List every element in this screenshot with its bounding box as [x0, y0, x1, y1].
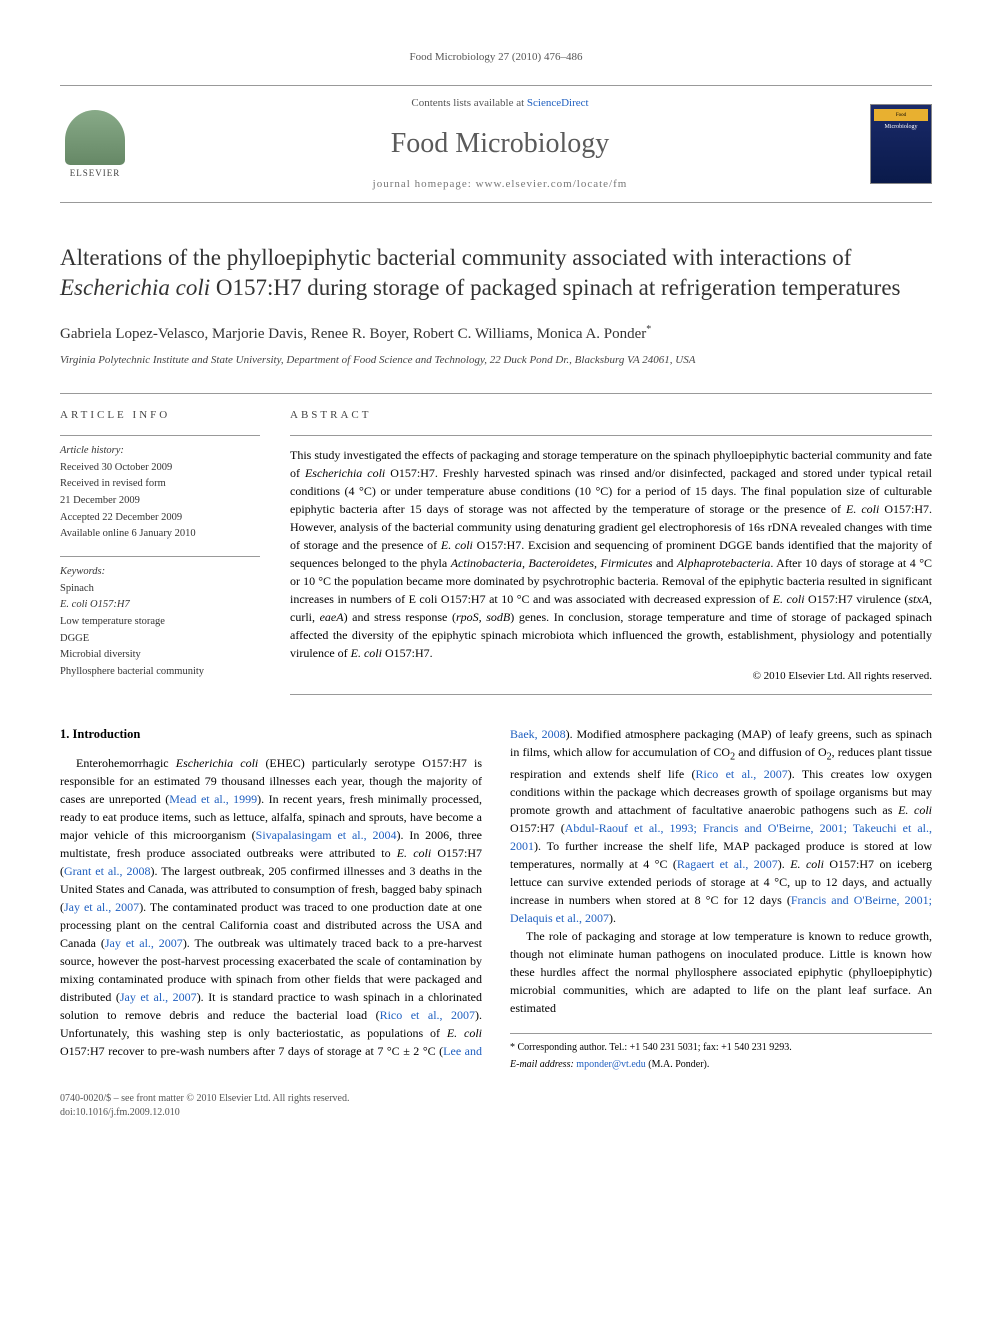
affiliation: Virginia Polytechnic Institute and State… [60, 353, 932, 368]
footnote-email-label: E-mail address: [510, 1059, 576, 1070]
p-seg: Enterohemorrhagic [76, 756, 176, 770]
p-seg: O157:H7 ( [510, 821, 565, 835]
p-italic: E. coli [447, 1026, 482, 1040]
intro-heading: 1. Introduction [60, 725, 482, 744]
running-head: Food Microbiology 27 (2010) 476–486 [60, 50, 932, 65]
citation-link[interactable]: Ragaert et al., 2007 [677, 857, 778, 871]
page-footer: 0740-0020/$ – see front matter © 2010 El… [60, 1092, 932, 1120]
abs-seg: O157:H7. [382, 646, 433, 660]
publisher-logo: ELSEVIER [60, 104, 130, 184]
author-list: Gabriela Lopez-Velasco, Marjorie Davis, … [60, 323, 932, 345]
footer-line-2: doi:10.1016/j.fm.2009.12.010 [60, 1106, 932, 1120]
abs-italic: E. coli [846, 502, 879, 516]
abs-seg: O157:H7 virulence ( [805, 592, 909, 606]
p-seg: ). [778, 857, 790, 871]
footnote-email-post: (M.A. Ponder). [646, 1059, 710, 1070]
keyword-item: Phyllosphere bacterial community [60, 665, 260, 680]
contents-prefix: Contents lists available at [411, 97, 526, 109]
elsevier-tree-icon [65, 110, 125, 165]
p-seg: and diffusion of O [735, 745, 827, 759]
history-revised-date: 21 December 2009 [60, 494, 260, 509]
title-italic: Escherichia coli [60, 275, 210, 300]
p-italic: E. coli [790, 857, 824, 871]
journal-cover-thumbnail: Food Microbiology [870, 104, 932, 184]
p-seg: O157:H7 recover to pre-wash numbers afte… [60, 1044, 443, 1058]
footnote-corr: * Corresponding author. Tel.: +1 540 231… [510, 1040, 932, 1055]
article-history-block: Article history: Received 30 October 200… [60, 435, 260, 542]
article-title: Alterations of the phylloepiphytic bacte… [60, 243, 932, 303]
footer-line-1: 0740-0020/$ – see front matter © 2010 El… [60, 1092, 932, 1106]
p-italic: E. coli [898, 803, 932, 817]
intro-paragraph-1: Enterohemorrhagic Escherichia coli (EHEC… [60, 725, 932, 1071]
p-italic: E. coli [397, 846, 431, 860]
authors-text: Gabriela Lopez-Velasco, Marjorie Davis, … [60, 326, 646, 342]
abstract-text: This study investigated the effects of p… [290, 435, 932, 696]
abstract-column: abstract This study investigated the eff… [290, 408, 932, 696]
intro-paragraph-3: The role of packaging and storage at low… [510, 927, 932, 1017]
p-seg: ). [609, 911, 616, 925]
history-online: Available online 6 January 2010 [60, 527, 260, 542]
citation-link[interactable]: Mead et al., 1999 [169, 792, 257, 806]
abs-italic: eaeA [320, 610, 344, 624]
title-pre: Alterations of the phylloepiphytic bacte… [60, 245, 851, 270]
abs-italic: E. coli [441, 538, 473, 552]
header-center: Contents lists available at ScienceDirec… [130, 96, 870, 192]
cover-label: Microbiology [885, 123, 918, 131]
citation-link[interactable]: Jay et al., 2007 [64, 900, 139, 914]
journal-title: Food Microbiology [130, 124, 870, 163]
p-seg: ). It is standard practice to [197, 990, 330, 1004]
abs-italic: Escherichia coli [305, 466, 385, 480]
journal-homepage-line: journal homepage: www.elsevier.com/locat… [130, 177, 870, 192]
abs-seg: O157:H7. Freshly harvested spinach was r… [290, 466, 932, 516]
keyword-item: E. coli O157:H7 [60, 598, 260, 613]
footnote-email-line: E-mail address: mponder@vt.edu (M.A. Pon… [510, 1057, 932, 1072]
cover-top-text: Food [874, 109, 928, 121]
history-received: Received 30 October 2009 [60, 461, 260, 476]
citation-link[interactable]: Grant et al., 2008 [64, 864, 150, 878]
body-two-column: 1. Introduction Enterohemorrhagic Escher… [60, 725, 932, 1071]
history-revised-label: Received in revised form [60, 477, 260, 492]
citation-link[interactable]: Jay et al., 2007 [120, 990, 197, 1004]
sciencedirect-link[interactable]: ScienceDirect [527, 97, 589, 109]
abstract-copyright: © 2010 Elsevier Ltd. All rights reserved… [290, 668, 932, 685]
abs-italic: Alphaprotebacteria [677, 556, 771, 570]
homepage-prefix: journal homepage: [373, 178, 476, 190]
citation-link[interactable]: Rico et al., 2007 [380, 1008, 475, 1022]
homepage-url: www.elsevier.com/locate/fm [476, 178, 628, 190]
article-info-heading: article info [60, 408, 260, 423]
contents-available-line: Contents lists available at ScienceDirec… [130, 96, 870, 111]
keyword-item: Spinach [60, 582, 260, 597]
abs-italic: rpoS, sodB [456, 610, 510, 624]
abs-italic: stxA [908, 592, 929, 606]
keyword-item: Microbial diversity [60, 648, 260, 663]
citation-link[interactable]: Jay et al., 2007 [105, 936, 183, 950]
keywords-label: Keywords: [60, 565, 260, 580]
abs-seg: and [653, 556, 677, 570]
abs-italic: E. coli [351, 646, 382, 660]
journal-header: ELSEVIER Contents lists available at Sci… [60, 85, 932, 203]
citation-link[interactable]: Sivapalasingam et al., 2004 [256, 828, 397, 842]
abstract-heading: abstract [290, 408, 932, 423]
footnote-email-link[interactable]: mponder@vt.edu [576, 1059, 645, 1070]
p-italic: Escherichia coli [176, 756, 258, 770]
citation-link[interactable]: Rico et al., 2007 [696, 767, 788, 781]
corresponding-mark: * [646, 324, 651, 335]
page-root: Food Microbiology 27 (2010) 476–486 ELSE… [0, 0, 992, 1170]
title-post: O157:H7 during storage of packaged spina… [210, 275, 900, 300]
keyword-item: Low temperature storage [60, 615, 260, 630]
history-accepted: Accepted 22 December 2009 [60, 511, 260, 526]
corresponding-author-footnote: * Corresponding author. Tel.: +1 540 231… [510, 1033, 932, 1072]
keywords-block: Keywords: Spinach E. coli O157:H7 Low te… [60, 556, 260, 680]
keyword-italic: E. coli O157:H7 [60, 599, 130, 610]
history-label: Article history: [60, 444, 260, 459]
keyword-item: DGGE [60, 632, 260, 647]
abs-italic: Actinobacteria, Bacteroidetes, Firmicute… [451, 556, 653, 570]
publisher-name: ELSEVIER [70, 167, 121, 180]
info-abstract-row: article info Article history: Received 3… [60, 393, 932, 696]
abs-italic: E. coli [773, 592, 805, 606]
abs-seg: ) and stress response ( [344, 610, 456, 624]
article-info-column: article info Article history: Received 3… [60, 408, 260, 696]
